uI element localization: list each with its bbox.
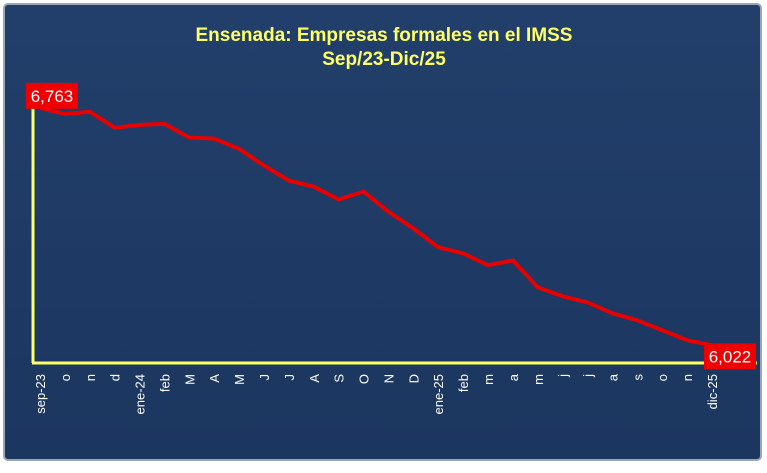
x-tick-label: D xyxy=(406,374,421,383)
value-label: 6,763 xyxy=(31,87,74,106)
x-tick-label: M xyxy=(182,374,197,385)
x-tick-label: dic-25 xyxy=(705,374,720,409)
x-tick-label: ene-25 xyxy=(431,374,446,414)
x-tick-label: d xyxy=(108,374,123,381)
x-tick-label: o xyxy=(655,374,670,381)
x-tick-label: A xyxy=(207,374,222,383)
x-tick-label: M xyxy=(232,374,247,385)
x-tick-label: ene-24 xyxy=(133,374,148,414)
value-label-box xyxy=(26,82,78,109)
x-tick-label: j xyxy=(556,374,571,378)
x-tick-label: m xyxy=(531,374,546,385)
x-tick-label: A xyxy=(307,374,322,383)
x-tick-label: J xyxy=(282,374,297,381)
x-tick-label: O xyxy=(357,374,372,384)
chart-title: Ensenada: Empresas formales en el IMSS xyxy=(196,25,573,46)
x-tick-label: o xyxy=(58,374,73,381)
x-tick-label: j xyxy=(581,374,596,378)
x-tick-label: feb xyxy=(157,374,172,392)
x-tick-label: N xyxy=(381,374,396,383)
x-tick-label: sep-23 xyxy=(33,374,48,414)
x-tick-label: a xyxy=(605,373,620,381)
x-tick-label: a xyxy=(506,373,521,381)
value-label-box xyxy=(704,343,756,370)
x-tick-label: n xyxy=(680,374,695,381)
x-tick-label: n xyxy=(83,374,98,381)
x-tick-label: J xyxy=(257,374,272,381)
chart-subtitle: Sep/23-Dic/25 xyxy=(322,49,446,70)
x-tick-label: s xyxy=(630,374,645,381)
data-line xyxy=(39,105,713,348)
x-tick-label: m xyxy=(481,374,496,385)
chart-background xyxy=(3,3,762,461)
x-tick-label: feb xyxy=(456,374,471,392)
x-tick-label: S xyxy=(332,374,347,383)
value-label: 6,022 xyxy=(709,347,752,366)
